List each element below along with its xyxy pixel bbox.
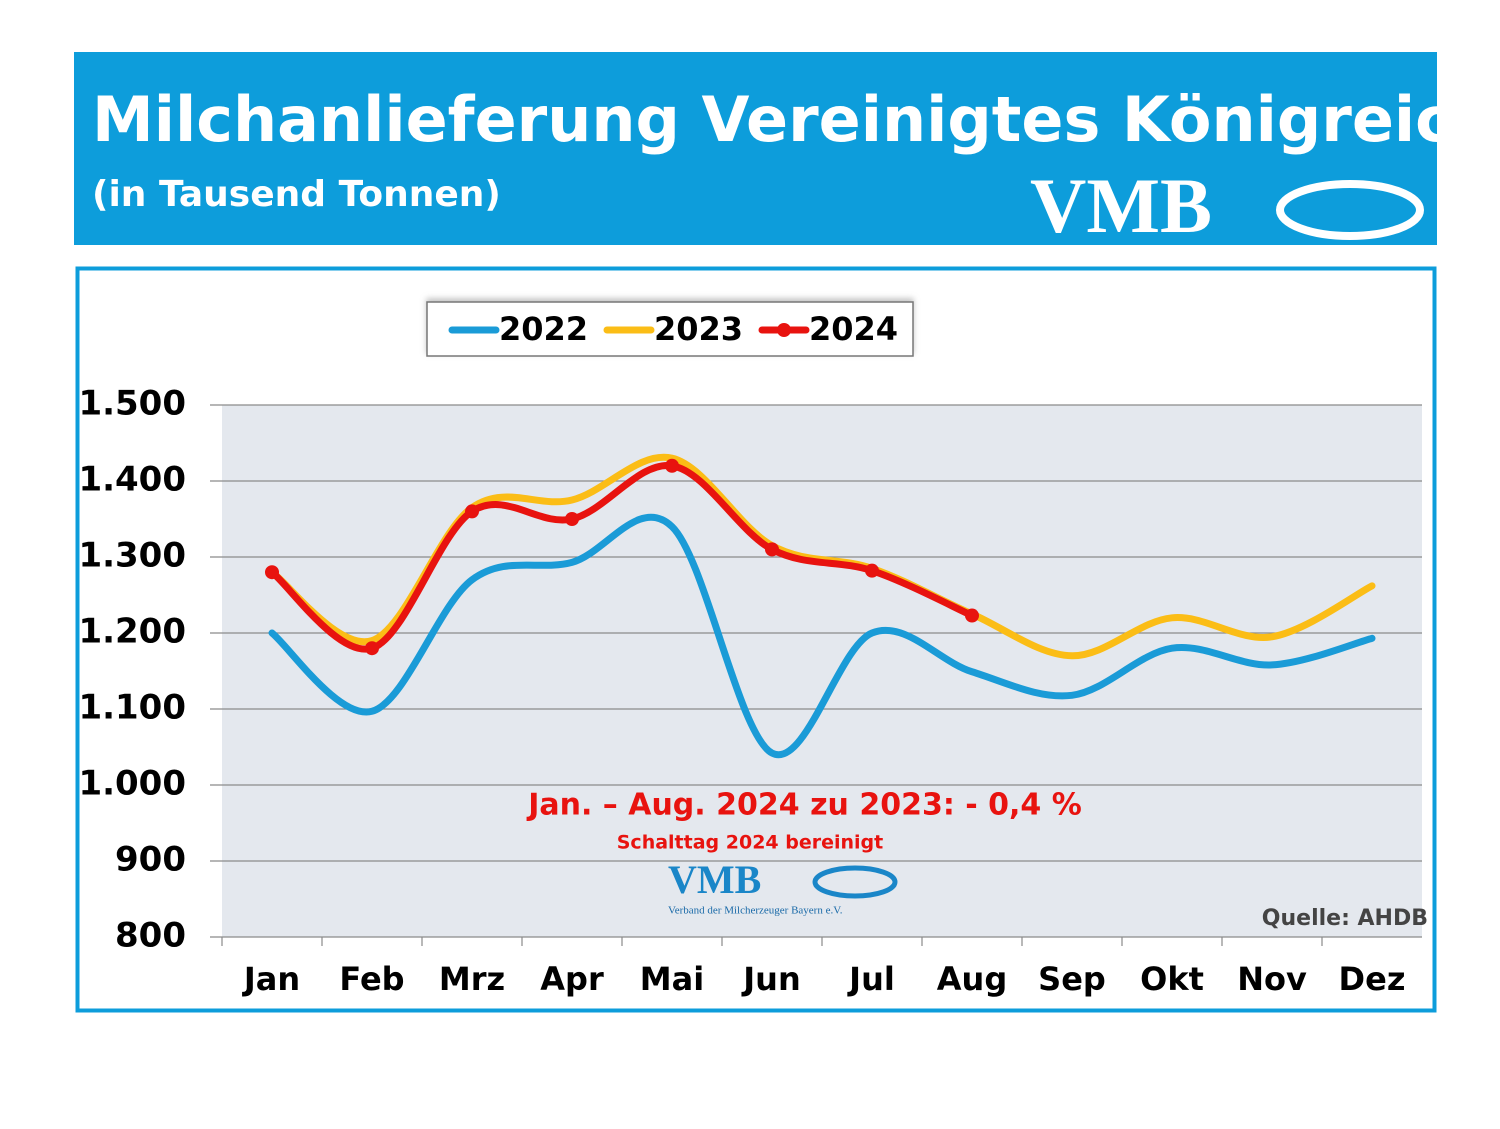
subtitle: (in Tausend Tonnen) [92,174,501,215]
x-tick-label: Jan [242,960,300,998]
legend-label: 2022 [499,310,588,348]
legend-marker [777,323,791,337]
annotation: Jan. – Aug. 2024 zu 2023: - 0,4 % [526,788,1082,823]
marker [265,565,279,580]
plot-area [222,405,1422,937]
marker [765,542,779,557]
legend-label: 2023 [654,310,743,348]
logo-text: VMB [1030,162,1212,249]
note: Schalttag 2024 bereinigt [617,832,883,854]
marker [865,563,879,578]
marker [665,458,679,473]
y-tick-label: 1.500 [78,384,186,424]
marker [965,608,979,623]
x-tick-label: Feb [339,960,404,998]
x-tick-label: Aug [937,960,1007,998]
logo-caption: Verband der Milcherzeuger Bayern e.V. [668,905,843,917]
x-tick-label: Nov [1237,960,1307,998]
x-tick-label: Jun [741,960,800,998]
x-tick-label: Dez [1339,960,1406,998]
y-tick-label: 1.100 [78,688,186,728]
legend-label: 2024 [809,310,898,348]
legend [426,301,914,357]
y-tick-label: 900 [115,840,186,880]
y-tick-label: 800 [115,916,186,956]
y-tick-label: 1.000 [78,764,186,804]
header [74,52,1437,245]
series-line [268,513,1376,759]
marker [565,512,579,526]
x-tick-label: Apr [540,960,604,998]
title: Milchanlieferung Vereinigtes Königreich [92,83,1496,156]
marker [465,504,479,519]
marker [365,641,379,656]
logo-text: VMB [668,857,761,902]
y-tick-label: 1.200 [78,612,186,652]
y-tick-label: 1.300 [78,536,186,576]
x-tick-label: Mrz [439,960,505,998]
source: Quelle: AHDB [1262,906,1428,931]
x-tick-label: Okt [1140,960,1204,998]
x-tick-label: Mai [640,960,704,998]
x-tick-label: Sep [1038,960,1106,998]
y-tick-label: 1.400 [78,460,186,500]
logo-icon [812,865,898,899]
logo-icon [1276,180,1424,240]
x-tick-label: Jul [847,960,895,998]
